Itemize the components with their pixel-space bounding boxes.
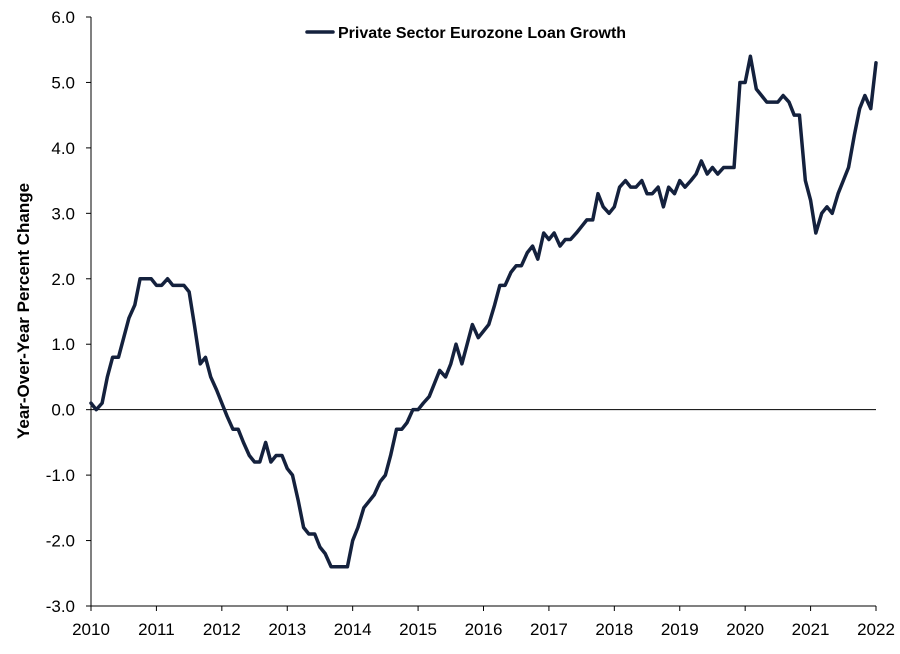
x-tick-label: 2013 — [268, 620, 306, 639]
y-tick-label: -1.0 — [46, 466, 75, 485]
x-tick-label: 2015 — [399, 620, 437, 639]
legend-label: Private Sector Eurozone Loan Growth — [338, 25, 626, 42]
y-tick-label: -2.0 — [46, 532, 75, 551]
y-tick-label: 4.0 — [51, 139, 75, 158]
x-tick-label: 2010 — [72, 620, 110, 639]
series-line-0 — [89, 54, 878, 569]
x-tick-label: 2022 — [857, 620, 895, 639]
y-tick-label: 1.0 — [51, 335, 75, 354]
x-tick-label: 2021 — [792, 620, 830, 639]
x-tick-label: 2018 — [595, 620, 633, 639]
y-tick-label: 6.0 — [51, 8, 75, 27]
legend: Private Sector Eurozone Loan Growth — [305, 25, 626, 42]
y-tick-label: 2.0 — [51, 270, 75, 289]
x-tick-label: 2020 — [726, 620, 764, 639]
axes-layer: 6.0 5.0 4.0 3.0 2.0 1.0 0.0 -1.0 -2.0 -3.0 2010 201… — [46, 8, 895, 639]
y-axis-label: Year-Over-Year Percent Change — [14, 183, 33, 439]
x-tick-label: 2017 — [530, 620, 568, 639]
x-tick-label: 2014 — [334, 620, 372, 639]
x-tick-label: 2012 — [203, 620, 241, 639]
y-tick-label: 5.0 — [51, 73, 75, 92]
y-tick-label: -3.0 — [46, 597, 75, 616]
y-tick-label: 0.0 — [51, 401, 75, 420]
series-layer — [89, 54, 878, 569]
x-tick-label: 2019 — [661, 620, 699, 639]
x-tick-label: 2011 — [138, 620, 175, 639]
x-tick-label: 2016 — [465, 620, 503, 639]
y-tick-label: 3.0 — [51, 204, 75, 223]
